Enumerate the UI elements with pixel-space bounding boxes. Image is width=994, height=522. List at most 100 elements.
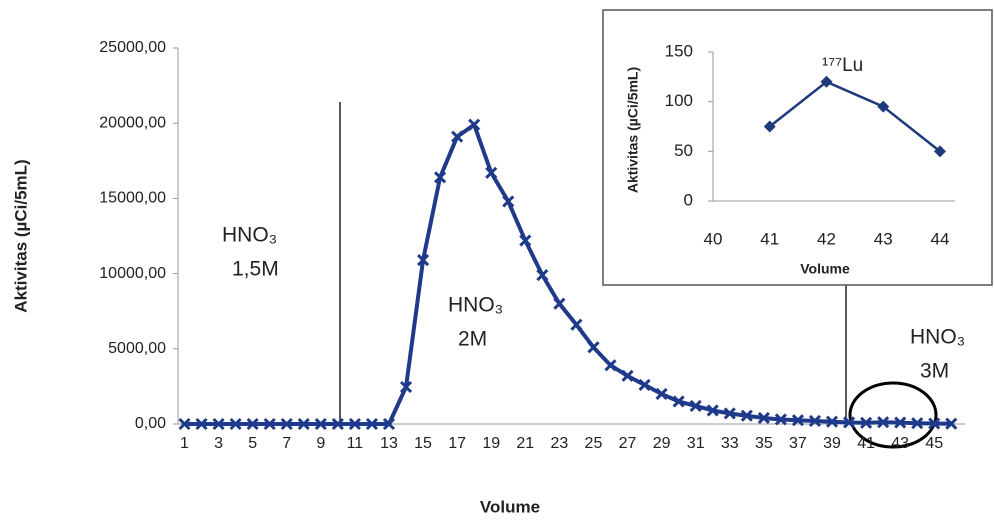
marker — [348, 417, 361, 431]
x-tick-label: 13 — [380, 435, 398, 452]
x-tick-label: 29 — [653, 435, 671, 452]
marker — [842, 416, 856, 429]
annotation: ¹⁷⁷Lu — [822, 55, 863, 76]
marker — [877, 100, 890, 113]
x-tick-label: 11 — [347, 435, 364, 452]
marker — [382, 417, 396, 431]
series-line — [768, 80, 941, 153]
marker — [212, 417, 225, 431]
y-tick-label: 5000,00 — [108, 340, 166, 357]
marker — [365, 417, 379, 431]
x-tick-label: 41 — [760, 229, 779, 248]
marker — [195, 417, 208, 431]
annotation: 3M — [920, 360, 949, 383]
series-line — [184, 121, 952, 426]
y-axis-label: Aktivitas (µCi/5mL) — [625, 67, 641, 193]
marker — [638, 378, 651, 391]
marker — [928, 417, 941, 430]
x-tick-label: 27 — [619, 435, 637, 452]
x-tick-label: 7 — [282, 435, 291, 452]
y-tick-label: 15000,00 — [99, 190, 166, 207]
x-tick-label: 42 — [817, 229, 836, 248]
y-tick-label: 10000,00 — [99, 265, 166, 282]
marker — [604, 359, 617, 372]
marker — [314, 417, 327, 431]
marker — [706, 404, 719, 417]
x-tick-label: 39 — [823, 435, 841, 452]
x-tick-label: 40 — [704, 229, 723, 248]
marker — [689, 399, 702, 413]
marker — [399, 380, 413, 394]
marker — [911, 417, 924, 430]
marker — [820, 75, 833, 88]
marker — [570, 318, 583, 331]
marker — [331, 417, 344, 431]
x-tick-label: 33 — [721, 435, 739, 452]
marker — [740, 409, 753, 422]
x-tick-label: 5 — [248, 435, 257, 452]
marker — [860, 416, 873, 429]
x-tick-label: 17 — [448, 435, 466, 452]
inset-frame — [602, 9, 993, 286]
x-tick-label: 21 — [516, 435, 534, 452]
marker — [672, 395, 685, 408]
marker — [825, 415, 839, 428]
marker — [757, 411, 770, 425]
marker — [468, 118, 481, 131]
annotation: 1,5M — [232, 258, 279, 281]
x-tick-label: 23 — [550, 435, 568, 452]
x-axis-label: Volume — [480, 497, 540, 516]
marker — [553, 297, 566, 310]
x-tick-label: 9 — [316, 435, 325, 452]
x-tick-label: 37 — [789, 435, 807, 452]
y-tick-label: 150 — [665, 41, 693, 60]
marker — [485, 166, 498, 179]
x-tick-label: 45 — [925, 435, 943, 452]
x-tick-label: 43 — [874, 229, 893, 248]
marker — [178, 417, 191, 431]
x-tick-label: 15 — [414, 435, 432, 452]
annotation: HNO₃ — [910, 326, 965, 349]
x-tick-label: 19 — [482, 435, 500, 452]
marker — [655, 387, 668, 400]
annotation: 2M — [458, 328, 487, 351]
y-tick-label: 0,00 — [135, 415, 166, 432]
y-tick-label: 50 — [674, 141, 693, 160]
marker — [502, 195, 515, 208]
x-axis-label: Volume — [800, 261, 850, 277]
marker — [877, 416, 890, 429]
marker — [945, 417, 958, 430]
marker — [246, 417, 259, 431]
x-tick-label: 41 — [857, 435, 875, 452]
x-tick-label: 25 — [585, 435, 603, 452]
marker — [263, 417, 276, 431]
annotation: HNO₃ — [448, 294, 503, 317]
marker — [519, 234, 532, 247]
x-tick-label: 31 — [687, 435, 705, 452]
x-tick-label: 43 — [891, 435, 909, 452]
y-tick-label: 25000,00 — [99, 39, 166, 56]
highlight-ellipse — [848, 381, 938, 449]
y-axis-label: Aktivitas (µCi/5mL) — [11, 159, 30, 312]
marker — [451, 130, 464, 143]
x-tick-label: 44 — [931, 229, 950, 248]
marker — [280, 417, 293, 431]
marker — [723, 407, 736, 420]
marker — [763, 120, 776, 133]
y-tick-label: 0 — [684, 190, 693, 209]
marker — [416, 254, 430, 267]
y-tick-label: 20000,00 — [99, 114, 166, 131]
marker — [434, 171, 447, 184]
y-tick-label: 100 — [665, 91, 693, 110]
annotation: HNO₃ — [222, 224, 277, 247]
x-tick-label: 3 — [214, 435, 223, 452]
x-tick-label: 1 — [180, 435, 189, 452]
marker — [774, 413, 787, 426]
marker — [621, 369, 634, 382]
marker — [536, 269, 549, 282]
marker — [808, 414, 822, 428]
marker — [791, 414, 805, 427]
marker — [297, 417, 310, 431]
marker — [934, 145, 946, 158]
